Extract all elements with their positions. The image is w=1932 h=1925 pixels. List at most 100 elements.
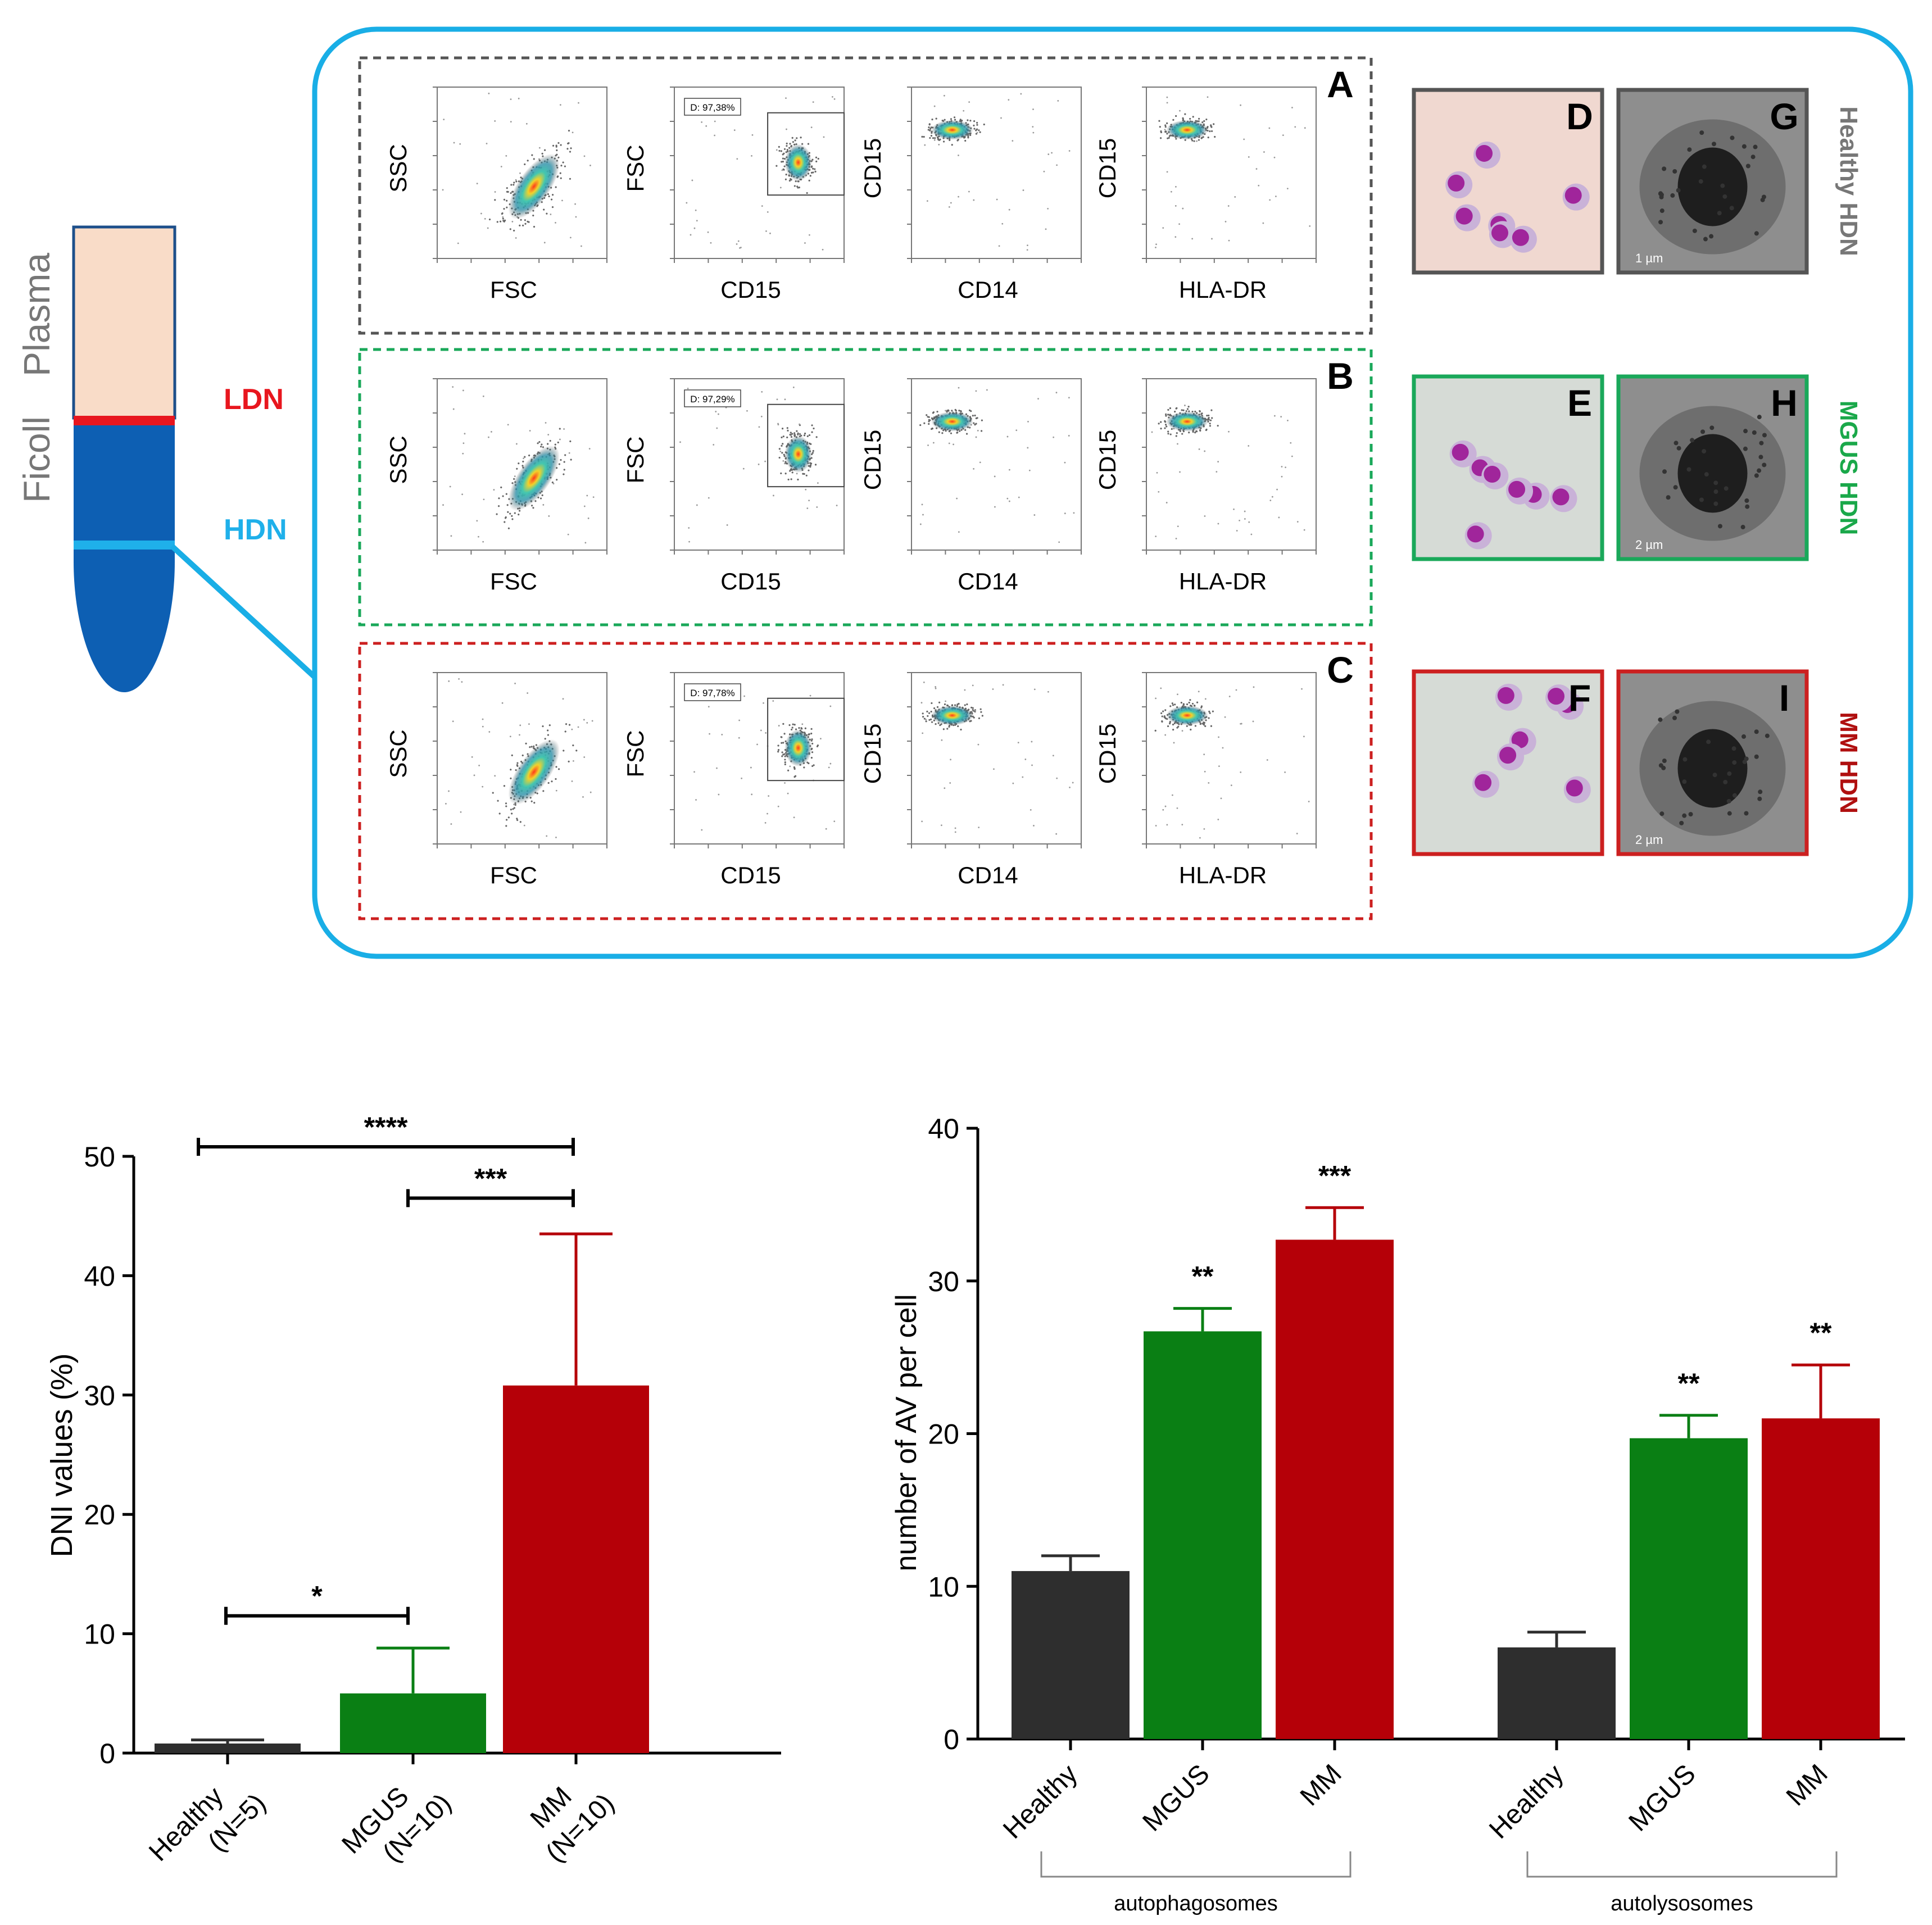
event-dot [786, 149, 788, 151]
event-dot [775, 149, 778, 151]
event-dot [786, 427, 788, 429]
event-dot [806, 435, 809, 437]
event-dot [928, 126, 930, 129]
event-dot [716, 427, 718, 429]
flow-plot-3: CD14 CD15 [859, 378, 1082, 594]
event-dot [509, 228, 511, 230]
event-dot [1165, 415, 1167, 417]
event-dot [478, 535, 479, 538]
event-dot [494, 775, 496, 777]
event-dot [1181, 730, 1183, 732]
event-dot [1031, 741, 1033, 743]
flow-plot-4: HLA-DR CD15 [1094, 87, 1317, 303]
event-dot [1178, 223, 1180, 225]
density-core [931, 705, 973, 725]
event-dot [550, 214, 552, 215]
event-dot [1171, 702, 1173, 705]
event-dot [938, 701, 941, 703]
granule [1698, 179, 1703, 184]
event-dot [452, 386, 454, 388]
panel-letter: H [1771, 382, 1798, 424]
event-dot [520, 219, 522, 221]
event-dot [1248, 445, 1250, 447]
row-label: Healthy HDN [1835, 106, 1862, 256]
event-dot [1164, 130, 1167, 133]
event-dot [1209, 130, 1211, 133]
event-dot [1177, 443, 1178, 445]
event-dot [958, 387, 960, 389]
event-dot [491, 431, 492, 433]
event-dot [1203, 723, 1205, 725]
granule [1700, 429, 1706, 434]
event-dot [1189, 117, 1191, 120]
event-dot [810, 462, 813, 465]
event-dot [522, 460, 524, 463]
event-dot [1167, 430, 1169, 433]
event-dot [829, 705, 832, 707]
event-dot [514, 512, 516, 514]
event-dot [1208, 717, 1210, 719]
event-dot [976, 121, 978, 124]
granule [1682, 779, 1687, 784]
event-dot [1194, 725, 1197, 727]
event-dot [511, 221, 514, 223]
event-dot [1047, 207, 1049, 210]
event-dot [527, 220, 529, 223]
event-dot [519, 224, 521, 226]
event-dot [460, 811, 462, 813]
bar [1762, 1418, 1880, 1739]
event-dot [928, 416, 930, 418]
event-dot [736, 243, 738, 245]
event-dot [535, 744, 538, 746]
event-dot [568, 130, 570, 132]
event-dot [751, 793, 753, 796]
event-dot [510, 121, 512, 123]
event-dot [530, 746, 533, 748]
event-dot [950, 118, 953, 120]
event-dot [750, 766, 752, 769]
event-dot [1200, 723, 1202, 725]
flow-panel-b: B FSC SSC D: 97,29% CD15 FSC CD14 CD15 HLA-DR CD1… [358, 348, 1373, 626]
event-dot [524, 223, 527, 225]
event-dot [1164, 718, 1167, 720]
event-dot [518, 462, 520, 465]
event-dot [963, 110, 965, 112]
granule [1730, 135, 1735, 140]
event-dot [695, 799, 697, 801]
event-dot [551, 206, 554, 208]
event-dot [1165, 425, 1168, 428]
event-dot [1230, 784, 1232, 787]
granule [1726, 798, 1731, 803]
event-dot [1282, 134, 1284, 137]
event-dot [1155, 825, 1157, 827]
event-dot [777, 424, 779, 426]
event-dot [496, 221, 498, 223]
event-dot [519, 734, 520, 736]
event-dot [1169, 433, 1172, 435]
event-dot [797, 187, 799, 189]
event-dot [934, 137, 936, 139]
event-dot [976, 417, 978, 419]
x-tick-label: MGUS(N=10) [336, 1763, 457, 1884]
event-dot [1167, 725, 1169, 728]
event-dot [925, 719, 927, 720]
event-dot [516, 819, 519, 821]
panel-letter: C [1327, 649, 1354, 691]
event-dot [944, 703, 946, 706]
granule [1743, 429, 1748, 434]
event-dot [808, 434, 811, 437]
event-dot [1166, 171, 1168, 173]
event-dot [516, 467, 518, 470]
event-dot [782, 723, 784, 725]
event-dot [502, 495, 504, 497]
granule [1713, 480, 1718, 485]
event-dot [810, 757, 813, 759]
event-dot [772, 700, 774, 702]
event-dot [528, 723, 530, 725]
event-dot [1164, 124, 1167, 126]
event-dot [792, 386, 795, 388]
gate-label: D: 97,29% [690, 394, 734, 405]
event-dot [1309, 225, 1311, 227]
event-dot [1181, 433, 1183, 435]
event-dot [1027, 421, 1029, 423]
